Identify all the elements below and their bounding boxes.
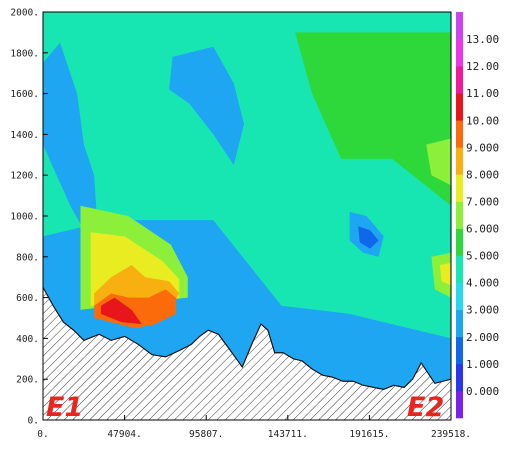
colorbar-segment xyxy=(456,174,463,202)
colorbar-label: 6.000 xyxy=(466,223,499,236)
colorbar-segment xyxy=(456,282,463,311)
colorbar-segment xyxy=(456,147,463,175)
colorbar-label: 5.000 xyxy=(466,250,499,263)
colorbar-label: 9.000 xyxy=(466,141,499,154)
contour-region-level-5 xyxy=(295,32,451,206)
y-tick-label: 800. xyxy=(16,252,39,263)
colorbar-segment xyxy=(456,309,463,338)
contour-region-level-6 xyxy=(426,138,451,186)
colorbar-segment xyxy=(456,120,463,148)
contour-layer xyxy=(43,12,451,339)
annotation-e2: E2 xyxy=(407,392,444,423)
colorbar: 0.000 1.000 2.000 3.000 4.000 5.000 6.000 7.000… xyxy=(456,12,499,419)
x-tick-label: 95807. xyxy=(189,429,223,440)
y-tick-label: 1800. xyxy=(10,48,39,59)
y-tick-label: 400. xyxy=(16,334,39,345)
contour-region-level-7 xyxy=(439,262,451,286)
x-tick-label: 143711. xyxy=(268,429,308,440)
colorbar-label: 3.000 xyxy=(466,304,499,317)
colorbar-label: 13.00 xyxy=(466,33,499,46)
colorbar-label: 12.00 xyxy=(466,60,499,73)
colorbar-segment xyxy=(456,390,463,419)
colorbar-segment xyxy=(456,66,463,94)
terrain-hatch xyxy=(43,286,451,420)
colorbar-label: 1.000 xyxy=(466,358,499,371)
contour-region-level-2 xyxy=(169,46,244,166)
y-tick-label: 600. xyxy=(16,293,39,304)
x-tick-label: 191615. xyxy=(349,429,389,440)
x-tick-label: 239518. xyxy=(431,429,471,440)
colorbar-segment xyxy=(456,255,463,283)
plot-area xyxy=(43,12,451,420)
colorbar-segment xyxy=(456,228,463,256)
y-tick-label: 0. xyxy=(28,416,39,427)
colorbar-segment xyxy=(456,336,463,365)
colorbar-segment xyxy=(456,12,463,40)
annotation-e1: E1 xyxy=(46,392,83,423)
colorbar-label: 11.00 xyxy=(466,87,499,100)
y-tick-label: 1200. xyxy=(10,171,39,182)
colorbar-label: 10.00 xyxy=(466,114,499,127)
x-tick-label: 0. xyxy=(37,429,48,440)
colorbar-label: 2.000 xyxy=(466,331,499,344)
x-axis: 0. 47904. 95807. 143711. 191615. 239518. xyxy=(37,415,471,440)
colorbar-label: 4.000 xyxy=(466,277,499,290)
colorbar-label: 7.000 xyxy=(466,196,499,209)
y-tick-label: 200. xyxy=(16,375,39,386)
colorbar-segment xyxy=(456,39,463,67)
colorbar-label: 0.000 xyxy=(466,385,499,398)
colorbar-label: 8.000 xyxy=(466,168,499,181)
y-tick-label: 1400. xyxy=(10,130,39,141)
y-axis: 0. 200. 400. 600. 800. 1000. 1200. 1400. 1600. 18… xyxy=(10,8,48,427)
y-tick-label: 2000. xyxy=(10,8,39,19)
x-tick-label: 47904. xyxy=(107,429,141,440)
colorbar-segment xyxy=(456,363,463,392)
colorbar-segment xyxy=(456,93,463,121)
contour-region-level-2 xyxy=(43,42,98,237)
contour-region-level-10 xyxy=(100,297,142,325)
y-tick-label: 1000. xyxy=(10,212,39,223)
colorbar-segment xyxy=(456,201,463,229)
y-tick-label: 1600. xyxy=(10,89,39,100)
contour-region-level-1 xyxy=(358,226,379,249)
